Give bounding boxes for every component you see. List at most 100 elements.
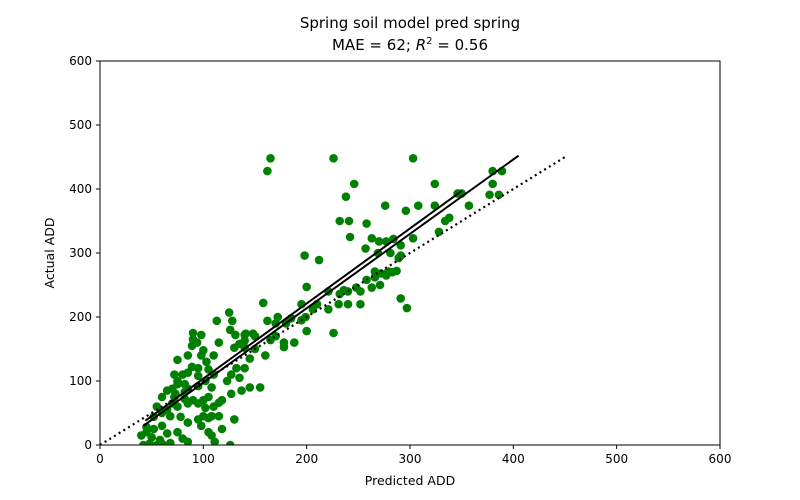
y-tick-label: 0 [84, 438, 92, 452]
data-point [464, 201, 474, 210]
data-point [401, 206, 411, 216]
data-point [374, 237, 384, 246]
data-point [162, 386, 172, 395]
r-symbol: R [416, 36, 426, 54]
chart-title: Spring soil model pred spring [300, 14, 520, 32]
data-point [173, 355, 182, 365]
data-point [188, 328, 198, 338]
data-point [370, 273, 380, 282]
data-point [367, 283, 377, 292]
data-point [485, 190, 494, 200]
data-point [214, 411, 224, 421]
data-point [165, 411, 175, 421]
data-point [209, 402, 218, 411]
data-point [375, 280, 385, 290]
y-tick-label: 300 [69, 246, 92, 260]
data-point [386, 248, 395, 258]
data-point [204, 365, 213, 374]
data-point [392, 266, 401, 276]
data-point [199, 345, 208, 355]
x-tick-label: 0 [96, 452, 104, 466]
x-tick-label: 100 [192, 452, 215, 466]
y-tick-label: 100 [69, 374, 92, 388]
data-point [173, 379, 182, 389]
data-point [212, 316, 222, 326]
data-point [226, 389, 236, 399]
data-point [176, 412, 185, 422]
data-point [232, 363, 241, 373]
data-point [396, 294, 406, 303]
data-point [302, 326, 311, 336]
data-point [266, 335, 275, 345]
data-point [341, 192, 351, 201]
data-point [266, 153, 275, 163]
plot-inner [100, 153, 566, 445]
data-point [258, 298, 268, 308]
y-tick-label: 400 [69, 182, 92, 196]
data-point [207, 383, 216, 392]
data-point [224, 308, 234, 317]
data-point [210, 437, 219, 445]
data-point [178, 370, 187, 379]
data-point [222, 376, 232, 386]
data-point [183, 418, 193, 427]
axes: 0 100 200 300 400 500 600 0 100 200 300 400 500 600 [69, 54, 731, 466]
data-point [207, 411, 216, 421]
data-point [356, 299, 365, 309]
data-point [196, 421, 206, 431]
y-axis-label: Actual ADD [42, 218, 57, 289]
data-point [324, 305, 333, 314]
data-point [152, 440, 162, 445]
x-tick-label: 400 [502, 452, 525, 466]
data-point [408, 153, 418, 163]
data-point [196, 330, 206, 340]
data-point [335, 289, 345, 299]
data-point [261, 351, 270, 360]
data-point [139, 440, 148, 445]
mae-text: MAE = 62; [332, 36, 416, 54]
data-point [289, 338, 299, 347]
data-point [263, 166, 272, 176]
data-point [173, 427, 182, 437]
data-point [237, 386, 246, 395]
plot-area [100, 153, 566, 445]
data-point [214, 338, 224, 347]
data-point [157, 392, 167, 402]
x-tick-label: 200 [295, 452, 318, 466]
y-tick-label: 200 [69, 310, 92, 324]
data-point [170, 370, 179, 379]
data-point [165, 438, 175, 445]
data-point [494, 190, 504, 200]
y-tick-label: 600 [69, 54, 92, 68]
data-point [329, 153, 338, 163]
x-tick-label: 600 [709, 452, 732, 466]
data-point [152, 402, 162, 411]
data-point [361, 244, 370, 253]
data-point [263, 316, 272, 326]
data-point [413, 201, 423, 210]
x-tick-label: 300 [399, 452, 422, 466]
data-point [300, 251, 309, 260]
data-point [209, 351, 218, 360]
data-point [349, 179, 359, 189]
data-point [227, 316, 237, 326]
data-point [434, 227, 444, 237]
data-point [201, 403, 210, 413]
data-point [183, 351, 193, 360]
data-point [396, 251, 406, 260]
data-point [343, 299, 353, 309]
data-point [356, 287, 365, 296]
data-point [157, 421, 167, 431]
y-tick-label: 500 [69, 118, 92, 132]
data-point [183, 399, 193, 408]
data-point [202, 357, 211, 367]
data-point [193, 363, 203, 373]
data-point [314, 255, 324, 265]
data-point [344, 216, 354, 226]
data-point [362, 219, 371, 228]
data-point [345, 232, 355, 242]
data-point [430, 179, 440, 189]
data-point [248, 329, 258, 338]
